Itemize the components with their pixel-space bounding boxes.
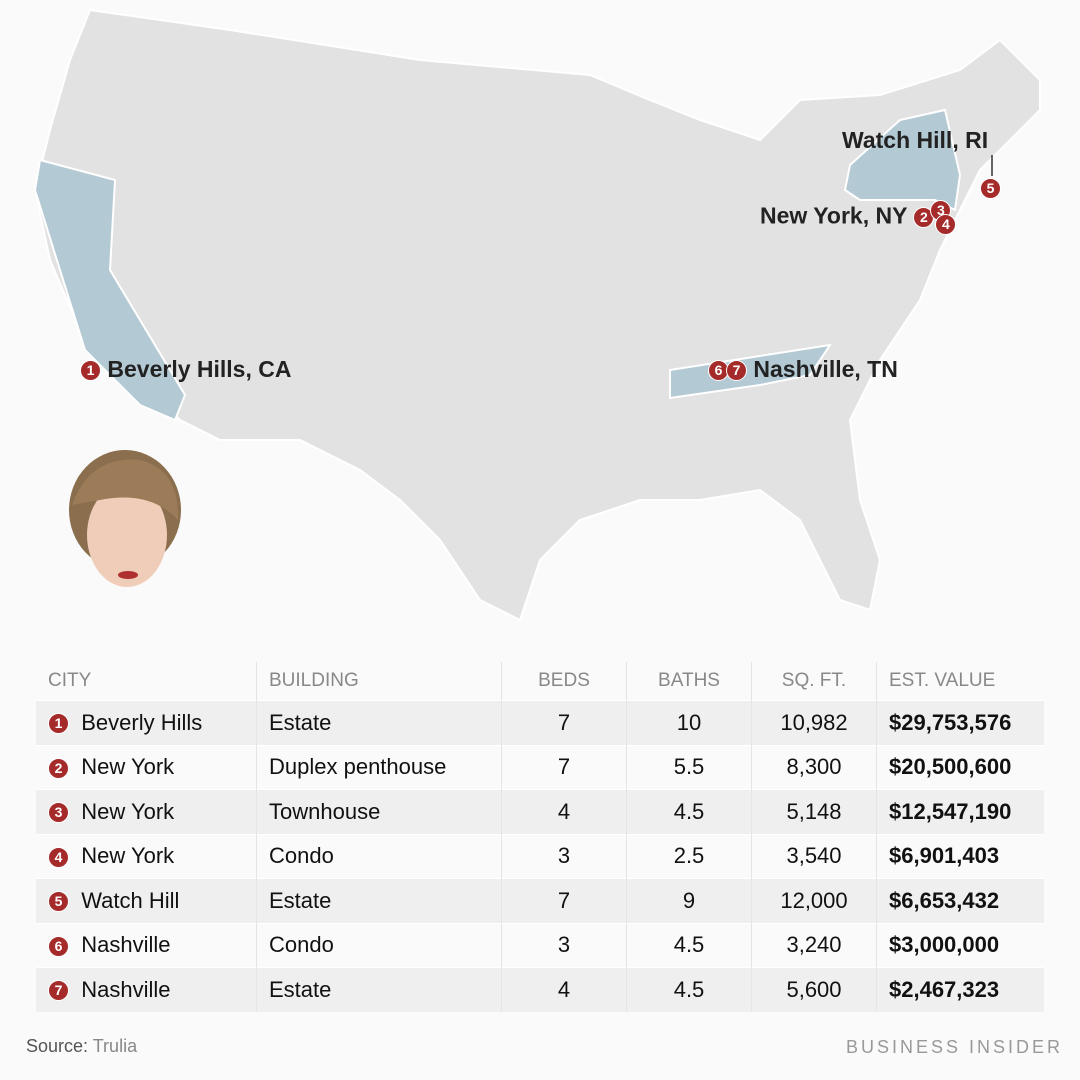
homes-table: CITY BUILDING BEDS BATHS SQ. FT. EST. VA…	[36, 662, 1044, 1012]
cell-building: Estate	[256, 700, 502, 745]
marker: 4	[935, 214, 957, 235]
header-baths: BATHS	[626, 662, 752, 701]
cell-beds: 7	[501, 744, 627, 790]
cell-city: 5 Watch Hill	[36, 878, 257, 923]
marker: 3	[48, 802, 69, 824]
city: Beverly Hills	[81, 709, 203, 735]
cell-baths: 5.5	[626, 744, 752, 790]
map-marker-watch-hill: 5	[980, 174, 1001, 201]
label-text: Nashville, TN	[753, 356, 898, 382]
us-map	[33, 8, 1041, 622]
source-label: Source:	[26, 1036, 89, 1056]
cell-value: $6,901,403	[876, 833, 1044, 879]
cell-building: Townhouse	[256, 789, 502, 834]
us-outline	[33, 8, 1041, 622]
cell-building: Estate	[256, 878, 502, 923]
cell-baths: 9	[626, 878, 752, 923]
map-label-watch-hill: Watch Hill, RI	[842, 127, 988, 154]
cell-beds: 7	[501, 700, 627, 745]
state-california	[33, 158, 187, 422]
state-tennessee	[669, 343, 833, 400]
marker: 4	[48, 846, 69, 868]
table-row: 6 Nashville Condo 3 4.5 3,240 $3,000,000	[36, 922, 1044, 968]
cell-building: Estate	[256, 967, 502, 1012]
table-header: CITY BUILDING BEDS BATHS SQ. FT. EST. VA…	[36, 662, 1044, 701]
header-beds: BEDS	[501, 662, 627, 701]
cell-city: 6 Nashville	[36, 922, 257, 968]
cell-baths: 2.5	[626, 833, 752, 879]
cell-beds: 7	[501, 878, 627, 923]
cell-beds: 3	[501, 833, 627, 879]
cell-city: 4 New York	[36, 833, 257, 879]
city: Nashville	[81, 932, 171, 958]
header-sqft: SQ. FT.	[751, 662, 877, 701]
marker: 5	[980, 178, 1001, 200]
city: Nashville	[81, 976, 171, 1002]
marker: 2	[48, 757, 69, 779]
celebrity-face	[69, 450, 181, 587]
table-row: 4 New York Condo 3 2.5 3,540 $6,901,403	[36, 833, 1044, 879]
cell-city: 3 New York	[36, 789, 257, 834]
marker: 5	[48, 891, 69, 913]
cell-beds: 4	[501, 789, 627, 834]
cell-sqft: 3,540	[751, 833, 877, 879]
cell-sqft: 3,240	[751, 922, 877, 968]
table-row: 2 New York Duplex penthouse 7 5.5 8,300 …	[36, 744, 1044, 790]
cell-value: $3,000,000	[876, 922, 1044, 968]
label-text: New York, NY	[760, 202, 908, 229]
city: New York	[81, 754, 175, 780]
header-value: EST. VALUE	[889, 670, 996, 691]
cell-value: $20,500,600	[876, 744, 1044, 790]
cell-beds: 3	[501, 922, 627, 968]
table-row: 1 Beverly Hills Estate 7 10 10,982 $29,7…	[36, 700, 1044, 745]
cell-sqft: 5,148	[751, 789, 877, 834]
label-text: Beverly Hills, CA	[107, 356, 292, 382]
state-new-york	[843, 108, 962, 212]
cell-building: Condo	[256, 833, 502, 879]
marker: 1	[48, 713, 69, 735]
cell-value: $29,753,576	[876, 700, 1044, 745]
cell-baths: 4.5	[626, 789, 752, 834]
city: New York	[81, 798, 175, 824]
cell-city: 7 Nashville	[36, 967, 257, 1012]
header-city: CITY	[36, 662, 257, 701]
source-note: Source: Trulia	[26, 1036, 137, 1057]
cell-sqft: 10,982	[751, 700, 877, 745]
cell-sqft: 12,000	[751, 878, 877, 923]
marker: 1	[80, 360, 101, 382]
map-label-new-york: New York, NY 2 34	[760, 200, 957, 235]
header-building: BUILDING	[256, 662, 502, 701]
cell-sqft: 8,300	[751, 744, 877, 790]
city: New York	[81, 843, 175, 869]
cell-sqft: 5,600	[751, 967, 877, 1012]
cell-value: $12,547,190	[876, 789, 1044, 834]
table-row: 3 New York Townhouse 4 4.5 5,148 $12,547…	[36, 789, 1044, 834]
marker: 6	[48, 935, 69, 957]
cell-baths: 4.5	[626, 922, 752, 968]
cell-city: 2 New York	[36, 744, 257, 790]
cell-city: 1 Beverly Hills	[36, 700, 257, 745]
city: Watch Hill	[81, 887, 180, 913]
cell-baths: 10	[626, 700, 752, 745]
map-label-beverly-hills: 1 Beverly Hills, CA	[80, 356, 291, 383]
marker: 7	[726, 360, 747, 382]
cell-building: Condo	[256, 922, 502, 968]
cell-building: Duplex penthouse	[256, 744, 502, 790]
cell-baths: 4.5	[626, 967, 752, 1012]
label-text: Watch Hill, RI	[842, 127, 989, 153]
cell-beds: 4	[501, 967, 627, 1012]
table-row: 7 Nashville Estate 4 4.5 5,600 $2,467,32…	[36, 967, 1044, 1012]
table-row: 5 Watch Hill Estate 7 9 12,000 $6,653,43…	[36, 878, 1044, 923]
source-name: Trulia	[92, 1036, 138, 1056]
cell-value: $6,653,432	[876, 878, 1044, 923]
brand-logo: BUSINESS INSIDER	[846, 1037, 1064, 1057]
cell-value: $2,467,323	[876, 967, 1044, 1012]
marker: 7	[48, 980, 69, 1002]
